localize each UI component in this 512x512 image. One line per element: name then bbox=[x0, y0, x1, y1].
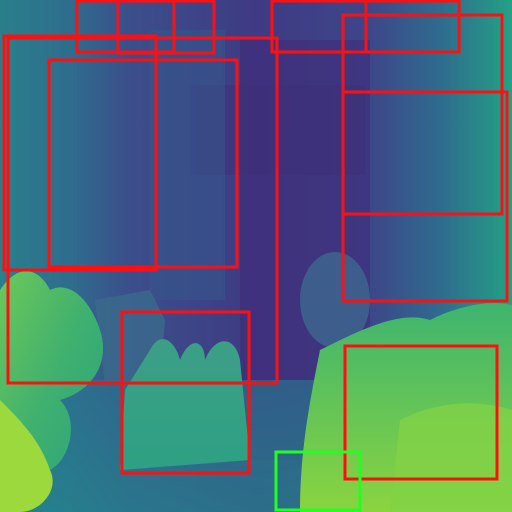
right-plant-highlight bbox=[390, 403, 512, 512]
red-box bbox=[364, 0, 461, 54]
red-box bbox=[341, 90, 509, 303]
green-box bbox=[274, 450, 362, 512]
red-box bbox=[343, 344, 499, 481]
red-boxes bbox=[2, 0, 509, 481]
red-box bbox=[2, 34, 158, 272]
left-pillar bbox=[150, 30, 225, 300]
red-box bbox=[116, 0, 216, 55]
left-plant-bottom bbox=[0, 400, 53, 512]
red-box bbox=[47, 58, 239, 269]
center-plant bbox=[120, 339, 250, 470]
red-box bbox=[120, 310, 251, 475]
red-box bbox=[6, 36, 279, 385]
toilet bbox=[300, 252, 370, 348]
